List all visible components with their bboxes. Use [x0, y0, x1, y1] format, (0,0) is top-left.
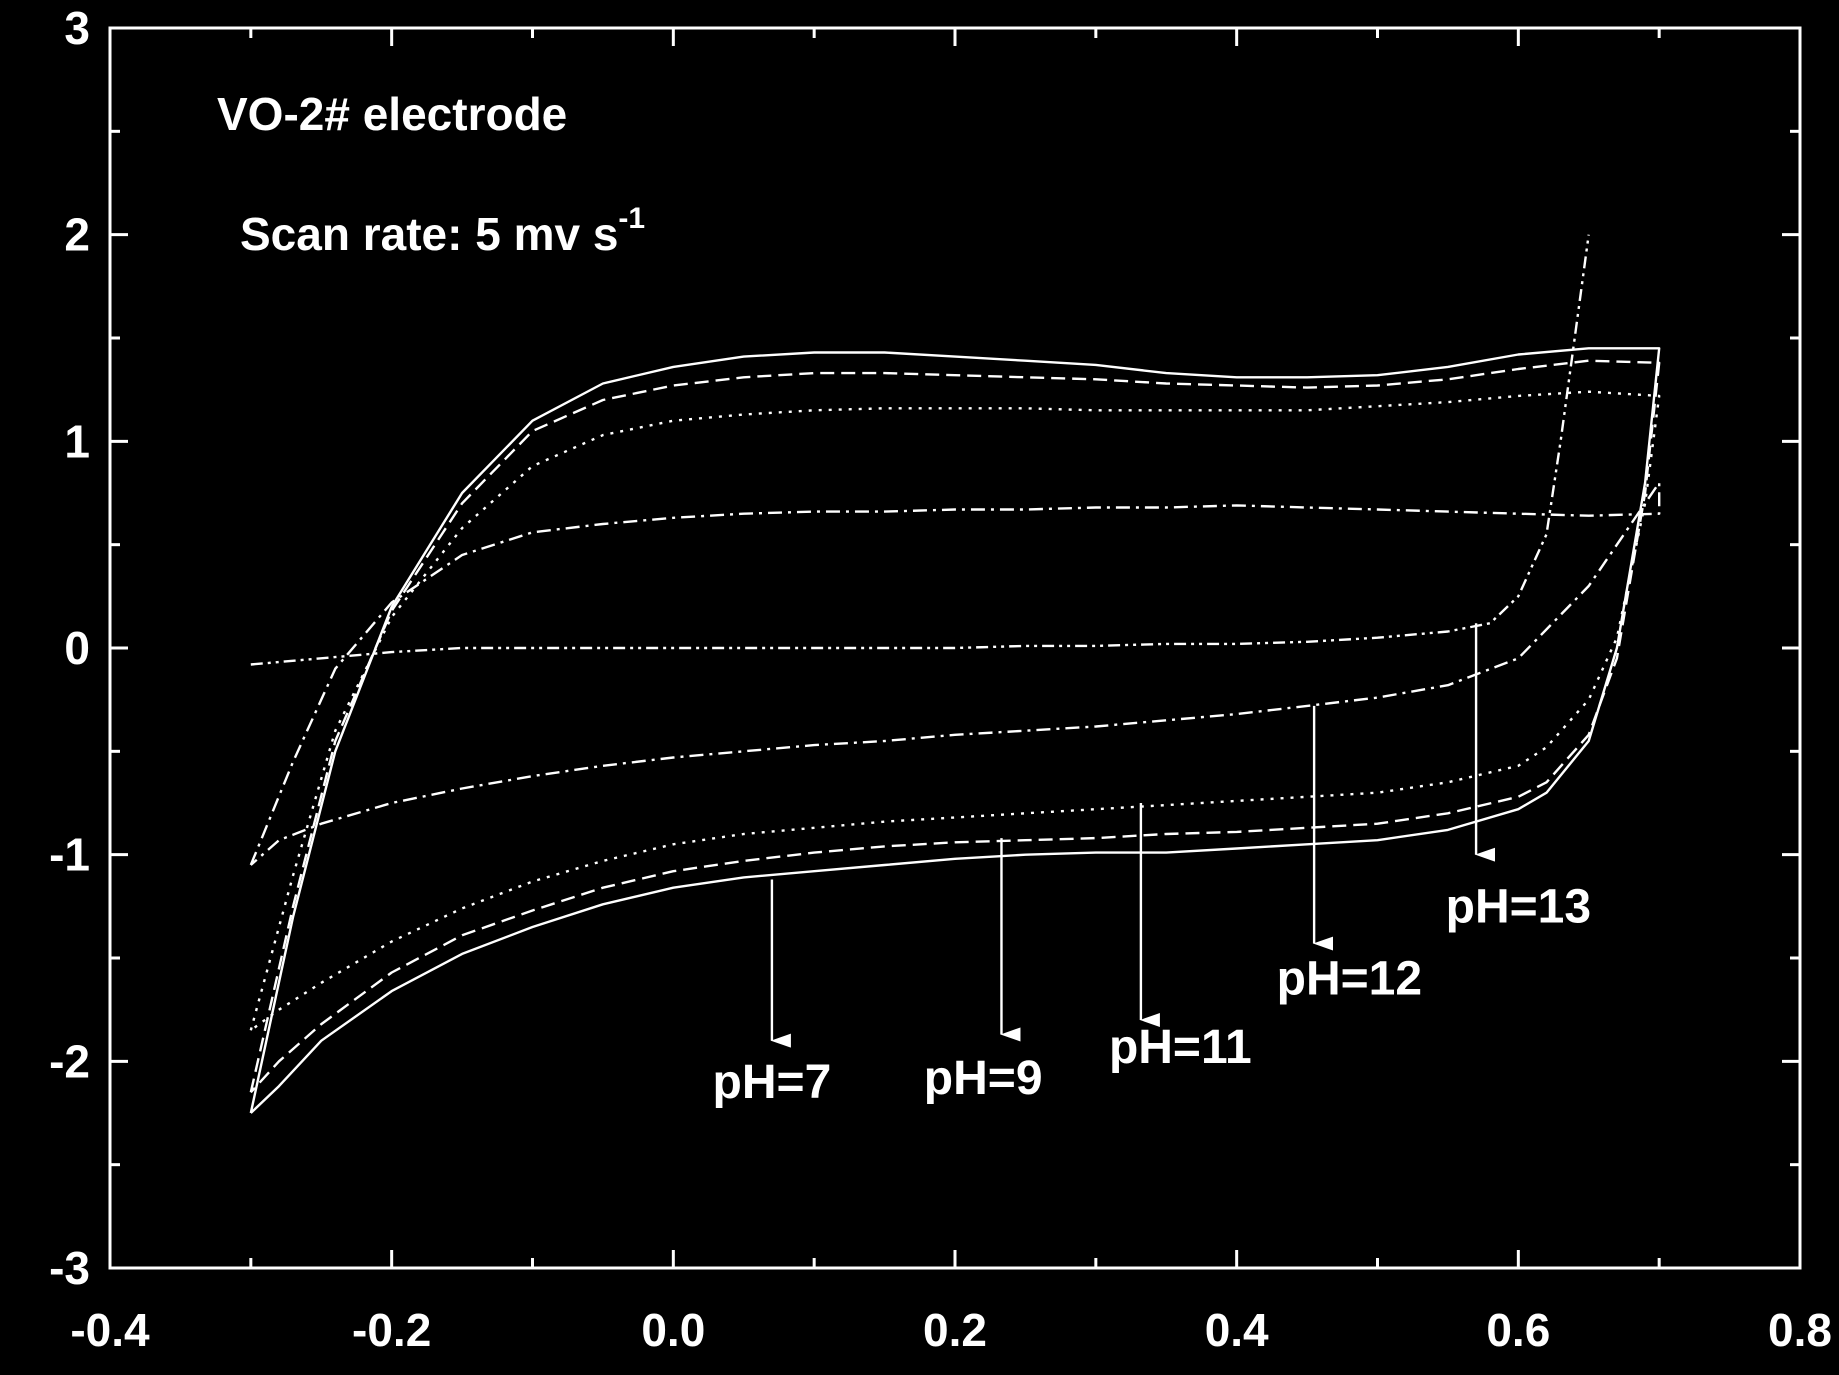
label-ph-11: pH=11 — [1109, 1021, 1252, 1074]
y-axis-ticks: -3 -2 -1 0 1 2 3 — [49, 2, 1800, 1294]
series-line-ph-13 — [250, 234, 1590, 666]
y-tick-label: -2 — [49, 1035, 90, 1087]
scan-rate-exponent: -1 — [618, 202, 645, 235]
scan-rate-label: Scan rate: 5 mv s — [240, 208, 618, 260]
x-tick-label: 0.4 — [1205, 1304, 1269, 1356]
y-tick-label: 3 — [64, 2, 90, 54]
y-tick-label: 2 — [64, 209, 90, 261]
x-tick-label: -0.2 — [352, 1304, 431, 1356]
scan-rate-annotation: Scan rate: 5 mv s-1 — [240, 202, 645, 260]
label-ph-9: pH=9 — [924, 1052, 1043, 1105]
y-tick-label: 1 — [64, 415, 90, 467]
y-tick-label: 0 — [64, 622, 90, 674]
label-ph-7: pH=7 — [713, 1056, 832, 1109]
x-axis-ticks: -0.4 -0.2 0.0 0.2 0.4 0.6 0.8 — [70, 28, 1832, 1356]
y-tick-label: -1 — [49, 829, 90, 881]
x-tick-label: -0.4 — [70, 1304, 150, 1356]
label-ph-12: pH=12 — [1277, 953, 1422, 1006]
x-tick-label: 0.2 — [923, 1304, 987, 1356]
arrows-layer: pH=7 pH=9 pH=11 pH=12 pH=13 — [713, 623, 1591, 1109]
chart-title: VO-2# electrode — [217, 88, 567, 140]
x-tick-label: 0.0 — [641, 1304, 705, 1356]
series-layer — [249, 234, 1661, 1114]
series-line-ph-12 — [249, 481, 1661, 866]
x-tick-label: 0.8 — [1768, 1304, 1832, 1356]
x-tick-label: 0.6 — [1486, 1304, 1550, 1356]
label-ph-13: pH=13 — [1446, 880, 1591, 933]
series-line-ph-9 — [249, 359, 1661, 1094]
series-line-ph-7 — [249, 347, 1661, 1114]
y-tick-label: -3 — [49, 1242, 90, 1294]
